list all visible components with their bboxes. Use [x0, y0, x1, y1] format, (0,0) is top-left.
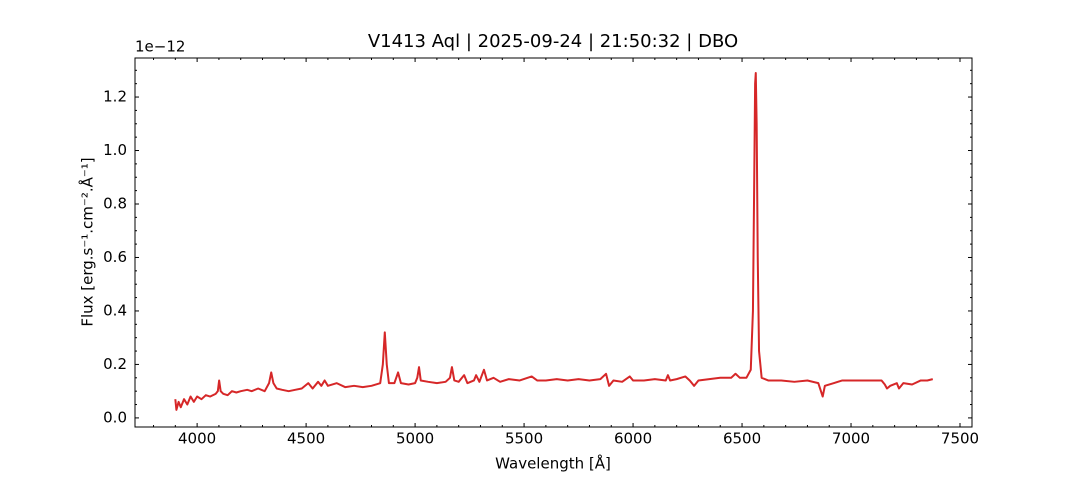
- x-tick-label: 6000: [614, 430, 652, 448]
- x-tick-label: 4000: [178, 430, 216, 448]
- y-tick-label: 0.8: [103, 194, 127, 212]
- x-tick-label: 7500: [941, 430, 979, 448]
- x-tick-label: 5500: [505, 430, 543, 448]
- y-tick-label: 1.2: [103, 88, 127, 106]
- x-tick-label: 4500: [287, 430, 325, 448]
- y-tick-label: 0.6: [103, 248, 127, 266]
- chart-title: V1413 Aql | 2025-09-24 | 21:50:32 | DBO: [368, 31, 738, 52]
- x-tick-label: 6500: [723, 430, 761, 448]
- y-tick-label: 0.4: [103, 301, 127, 319]
- y-tick-label: 0.2: [103, 355, 127, 373]
- y-tick-label: 1.0: [103, 141, 127, 159]
- y-tick-label: 0.0: [103, 408, 127, 426]
- y-offset: 1e−12: [135, 38, 185, 56]
- spectrum-line: [174, 71, 934, 411]
- plot-frame: [134, 57, 973, 428]
- x-tick-label: 7000: [832, 430, 870, 448]
- y-axis-label: Flux [erg.s⁻¹.cm⁻².Å⁻¹]: [78, 157, 97, 326]
- x-axis-label: Wavelength [Å]: [495, 454, 611, 473]
- x-tick-label: 5000: [396, 430, 434, 448]
